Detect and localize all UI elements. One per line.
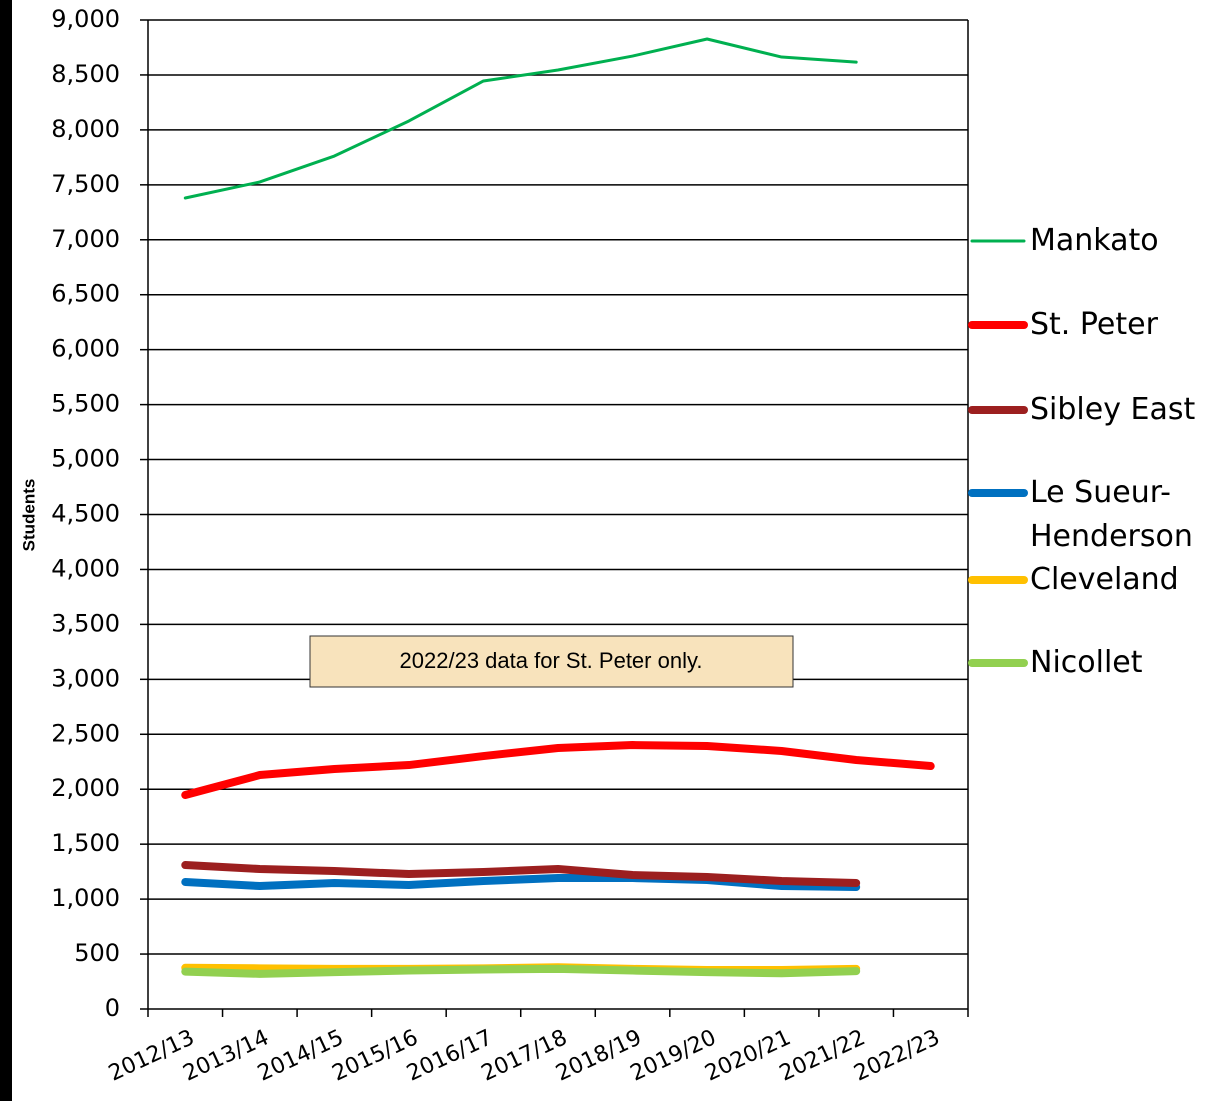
x-tick-label: 2012/13	[105, 1025, 198, 1086]
y-tick-label: 4,500	[51, 500, 120, 528]
y-tick-label: 500	[74, 939, 120, 967]
annotation: 2022/23 data for St. Peter only.	[400, 648, 703, 673]
y-tick-label: 2,000	[51, 774, 120, 802]
x-tick-label: 2021/22	[776, 1025, 869, 1086]
y-tick-label: 6,000	[51, 335, 120, 363]
x-tick-label: 2020/21	[701, 1025, 794, 1086]
legend-label: Le Sueur-Henderson	[1030, 475, 1193, 554]
x-tick-label: 2016/17	[403, 1025, 496, 1086]
legend-label: Mankato	[1030, 223, 1159, 258]
y-tick-label: 3,000	[51, 664, 120, 692]
x-tick-label: 2022/23	[850, 1025, 943, 1086]
legend-label: Cleveland	[1030, 562, 1179, 597]
x-tick-label: 2013/14	[179, 1025, 272, 1086]
y-tick-label: 3,500	[51, 609, 120, 637]
x-tick-label: 2018/19	[552, 1025, 645, 1086]
y-tick-label: 2,500	[51, 719, 120, 747]
y-tick-label: 1,500	[51, 829, 120, 857]
x-tick-label: 2017/18	[478, 1025, 571, 1086]
y-tick-label: 6,500	[51, 280, 120, 308]
legend-label: St. Peter	[1030, 307, 1158, 342]
y-axis-title: Students	[19, 479, 38, 552]
y-tick-label: 0	[105, 994, 120, 1022]
x-tick-label: 2019/20	[627, 1025, 720, 1086]
y-tick-label: 5,500	[51, 390, 120, 418]
y-tick-label: 5,000	[51, 445, 120, 473]
annotation-box	[309, 635, 794, 688]
series-line	[181, 741, 935, 800]
x-tick-label: 2015/16	[329, 1025, 422, 1086]
left-border	[0, 0, 12, 1101]
x-tick-label: 2014/15	[254, 1025, 347, 1086]
y-tick-label: 4,000	[51, 554, 120, 582]
series-line	[183, 37, 858, 200]
legend-label: Nicollet	[1030, 645, 1143, 680]
y-tick-label: 7,000	[51, 225, 120, 253]
y-tick-label: 8,000	[51, 115, 120, 143]
series-line	[181, 964, 861, 978]
y-tick-label: 1,000	[51, 884, 120, 912]
series-line	[181, 861, 861, 887]
y-tick-label: 9,000	[51, 5, 120, 33]
series-line	[181, 874, 861, 892]
y-tick-label: 7,500	[51, 170, 120, 198]
y-tick-label: 8,500	[51, 60, 120, 88]
legend-label: Sibley East	[1030, 392, 1196, 427]
